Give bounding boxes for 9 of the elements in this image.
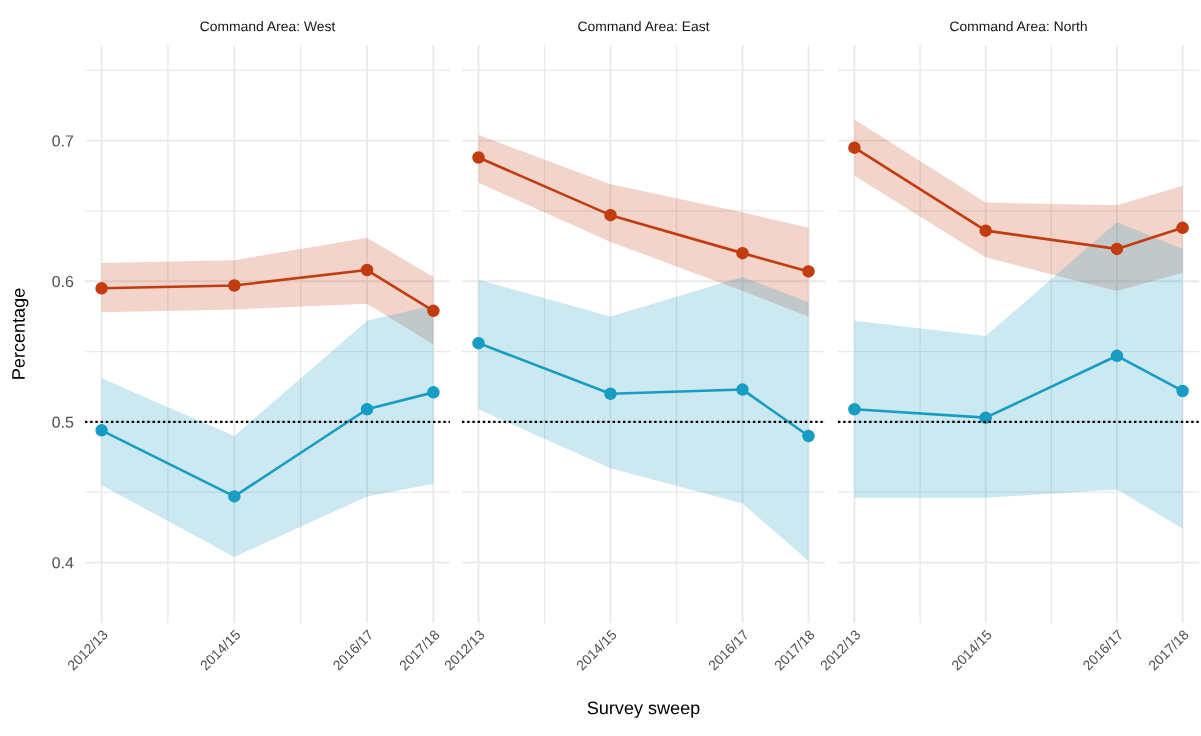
- y-tick-label: 0.6: [52, 275, 74, 288]
- y-tick-label: 0.5: [52, 416, 74, 428]
- chart-title: Command Area: East: [578, 21, 710, 32]
- x-axis-title: Survey sweep: [587, 701, 700, 718]
- y-axis-title: Percentage: [12, 288, 29, 379]
- y-tick-label: 0.4: [52, 557, 74, 569]
- chart-title: Command Area: West: [200, 21, 336, 32]
- chart-title: Command Area: North: [950, 21, 1087, 32]
- y-tick-label: 0.7: [52, 135, 74, 147]
